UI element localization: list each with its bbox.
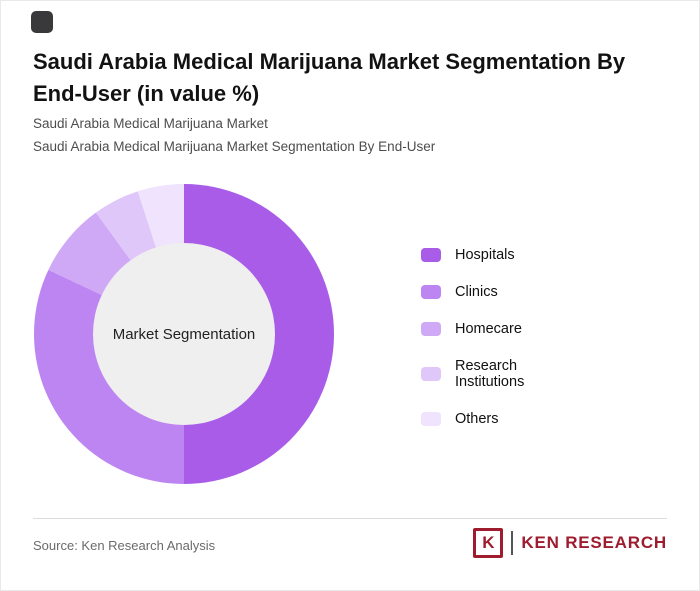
legend-label: Others [455,411,499,427]
legend-item: Clinics [421,284,524,300]
legend-label: Hospitals [455,247,515,263]
corner-app-icon [31,11,53,33]
page-title: Saudi Arabia Medical Marijuana Market Se… [33,48,626,106]
donut-hole: Market Segmentation [93,243,275,425]
subtitle-line-1: Saudi Arabia Medical Marijuana Market [33,116,268,131]
legend-swatch [421,285,441,299]
legend: Hospitals Clinics Homecare Research Institu… [421,247,524,427]
legend-swatch [421,367,441,381]
legend-label: Clinics [455,284,498,300]
source-text: Source: Ken Research Analysis [33,538,216,553]
legend-item: Homecare [421,321,524,337]
legend-item: Research Institutions [421,358,524,390]
legend-swatch [421,412,441,426]
brand-name: KEN RESEARCH [521,533,667,552]
donut-chart: Market Segmentation [34,184,334,484]
brand-logo: K KEN RESEARCH [473,528,667,558]
legend-label: Homecare [455,321,522,337]
legend-label: Research Institutions [455,358,525,390]
donut-center-label: Market Segmentation [112,325,256,343]
ken-research-logo-icon: K [473,528,504,558]
legend-item: Others [421,411,524,427]
legend-swatch [421,322,441,336]
logo-divider [511,531,514,555]
subtitle-line-2: Saudi Arabia Medical Marijuana Market Se… [33,138,436,154]
legend-swatch [421,248,441,262]
footer-divider [33,518,667,519]
legend-item: Hospitals [421,247,524,263]
subtitle-block: Saudi Arabia Medical Marijuana Market Sa… [33,113,435,159]
